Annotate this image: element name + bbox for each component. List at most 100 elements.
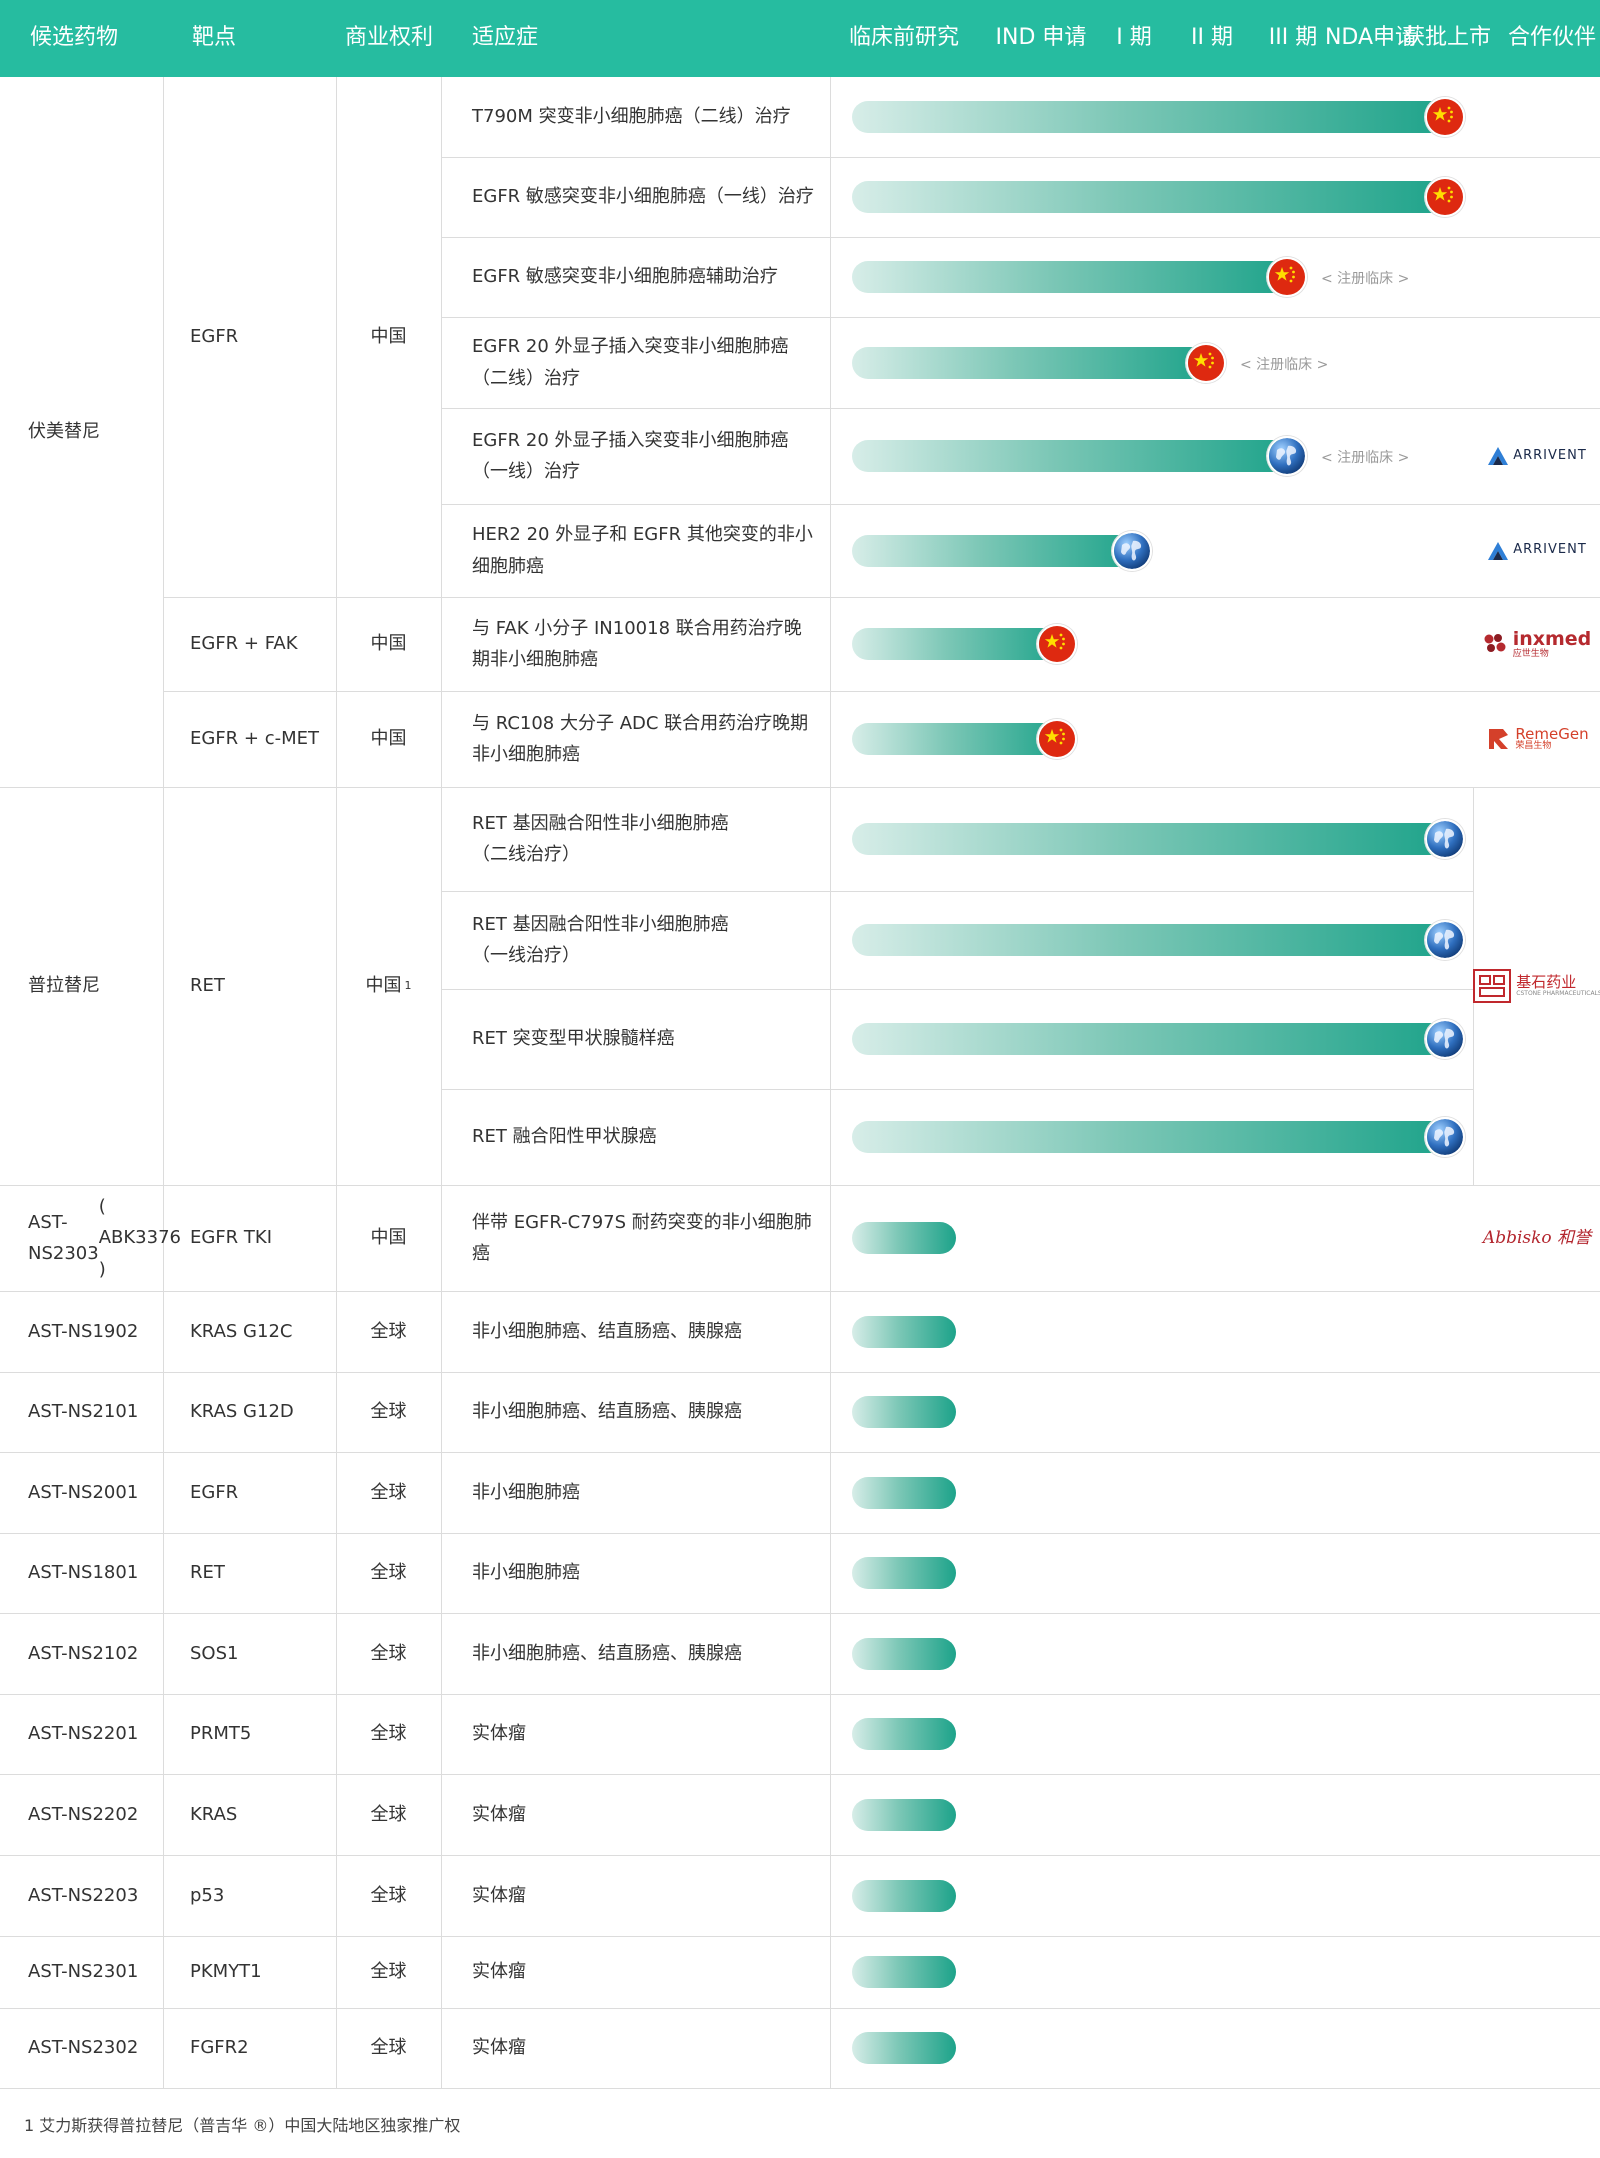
row-divider [441,989,1473,990]
indication-lines: 非小细胞肺癌、结直肠癌、胰腺癌 [472,1316,742,1348]
progress-bar [852,346,1212,379]
partner-name-text: 基石药业 [1516,973,1577,992]
partner-name-text: RemeGen [1515,724,1589,743]
header-approved: 获批 上市 [1387,0,1507,77]
row-divider [441,691,1473,692]
indication-line: 与 RC108 大分子 ADC 联合用药治疗晚期 [472,712,809,734]
progress-bar [852,1637,956,1670]
indication-line: EGFR 敏感突变非小细胞肺癌辅助治疗 [472,266,778,288]
target-label: EGFR + FAK [190,633,298,655]
progress-bar [852,1956,956,1988]
footnote: 1 艾力斯获得普拉替尼（普吉华 ®）中国大陆地区独家推广权 [24,2116,461,2135]
row-divider [0,787,1600,788]
header-nda-line: 申请 [1373,25,1418,51]
target-label: RET [190,1562,225,1584]
indication-line: 非小细胞肺癌、结直肠癌、胰腺癌 [472,1320,742,1342]
row-divider [441,1089,1473,1090]
target-label: PKMYT1 [190,1961,262,1983]
candidate-name-line: AST-NS2102 [28,1642,139,1664]
header-preclinical: 临床前研究 [848,25,959,51]
target-label: KRAS [190,1803,238,1825]
indication-text: 实体瘤 [472,1694,827,1774]
row-divider [0,1291,1600,1292]
target-name: EGFR + FAK [190,597,335,691]
indication-text: EGFR 敏感突变非小细胞肺癌（一线）治疗 [472,157,827,237]
partner-logo: 基石药业 CSTONE PHARMACEUTICALS [1473,787,1600,1185]
candidate-name-line: AST-NS2001 [28,1481,139,1503]
globe-icon [1267,436,1307,476]
indication-line: EGFR 20 外显子插入突变非小细胞肺癌 [472,429,789,451]
indication-text: RET 融合阳性甲状腺癌 [472,1089,827,1185]
indication-lines: 与 FAK 小分子 IN10018 联合用药治疗晚 期非小细胞肺癌 [472,613,802,676]
commercial-rights: 中国 1 [336,787,441,1185]
target-label: KRAS G12C [190,1320,293,1342]
indication-line: 实体瘤 [472,1803,526,1825]
progress-bar [852,924,1451,956]
target-label: FGFR2 [190,2037,249,2059]
target-name: RET [190,1533,335,1613]
progress-bar [852,1315,956,1348]
indication-text: 实体瘤 [472,1774,827,1855]
candidate-name: AST-NS2203 [28,1855,158,1936]
target-label: EGFR [190,1481,239,1503]
partner-name-text: ARRIVENT [1513,542,1587,558]
row-divider [441,597,1473,598]
commercial-rights: 全球 [336,1533,441,1613]
progress-bar [852,1222,956,1254]
row-divider [441,891,1473,892]
commercial-rights: 全球 [336,1291,441,1372]
partner-logo: ARRIVENT [1478,504,1596,597]
arrivent-logo-icon [1487,541,1509,561]
target-label: SOS1 [190,1642,239,1664]
target-label: EGFR TKI [190,1227,273,1249]
target-name: EGFR TKI [190,1185,335,1291]
partner-name: RemeGen 荣昌生物 [1515,726,1588,752]
registration-note: < 注册临床 > [1240,356,1329,373]
table-header: 候选药物 靶点 商业权利 适应症 临床前研究 IND 申请 I 期 II 期 III 期 NDA 申… [0,0,1600,77]
indication-text: 非小细胞肺癌 [472,1452,827,1533]
rights-label: 中国 [370,326,407,348]
candidate-name: AST-NS2202 [28,1774,158,1855]
indication-text: EGFR 20 外显子插入突变非小细胞肺癌 （一线）治疗 [472,408,827,504]
target-label: RET [190,975,225,997]
indication-text: EGFR 敏感突变非小细胞肺癌辅助治疗 [472,237,827,317]
indication-line: T790M 突变非小细胞肺癌（二线）治疗 [472,106,791,128]
header-phase2: II 期 [1191,25,1233,51]
rights-label: 全球 [370,1884,407,1906]
globe-icon [1112,530,1152,571]
commercial-rights: 全球 [336,1372,441,1452]
indication-text: RET 基因融合阳性非小细胞肺癌 （一线治疗） [472,891,827,989]
partner-name: Abbisko 和誉 [1483,1228,1591,1248]
row-divider [163,691,441,692]
rights-label: 全球 [370,1401,407,1423]
row-divider [0,1185,1600,1186]
inxmed-logo-icon [1483,633,1509,655]
target-label: KRAS G12D [190,1401,294,1423]
header-nda: NDA 申请 [1311,0,1431,77]
header-ind: IND 申请 [995,25,1087,51]
rights-label: 全球 [370,1481,407,1503]
commercial-rights: 全球 [336,1774,441,1855]
row-divider [0,1613,1600,1614]
commercial-rights: 全球 [336,1613,441,1694]
commercial-rights: 中国 [336,77,441,597]
candidate-name: AST-NS2101 [28,1372,158,1452]
target-name: SOS1 [190,1613,335,1694]
indication-text: 实体瘤 [472,2008,827,2088]
china-flag-icon [1425,97,1465,137]
progress-bar [852,1396,956,1428]
indication-lines: 实体瘤 [472,2032,526,2064]
target-name: KRAS G12D [190,1372,335,1452]
header-approved-line: 上市 [1447,25,1492,51]
candidate-name: 伏美替尼 [28,77,158,787]
progress-bar [852,181,1451,213]
candidate-name-line: AST-NS2301 [28,1961,139,1983]
indication-lines: 实体瘤 [472,1718,526,1750]
indication-lines: 非小细胞肺癌、结直肠癌、胰腺癌 [472,1396,742,1428]
candidate-name-line: 普拉替尼 [28,975,100,997]
indication-line: 非小细胞肺癌 [472,744,580,765]
candidate-name-line: ( ABK3376 ) [98,1195,181,1280]
row-divider [1473,504,1600,505]
indication-lines: RET 突变型甲状腺髓样癌 [472,1023,675,1055]
indication-text: RET 基因融合阳性非小细胞肺癌 （二线治疗） [472,787,827,891]
